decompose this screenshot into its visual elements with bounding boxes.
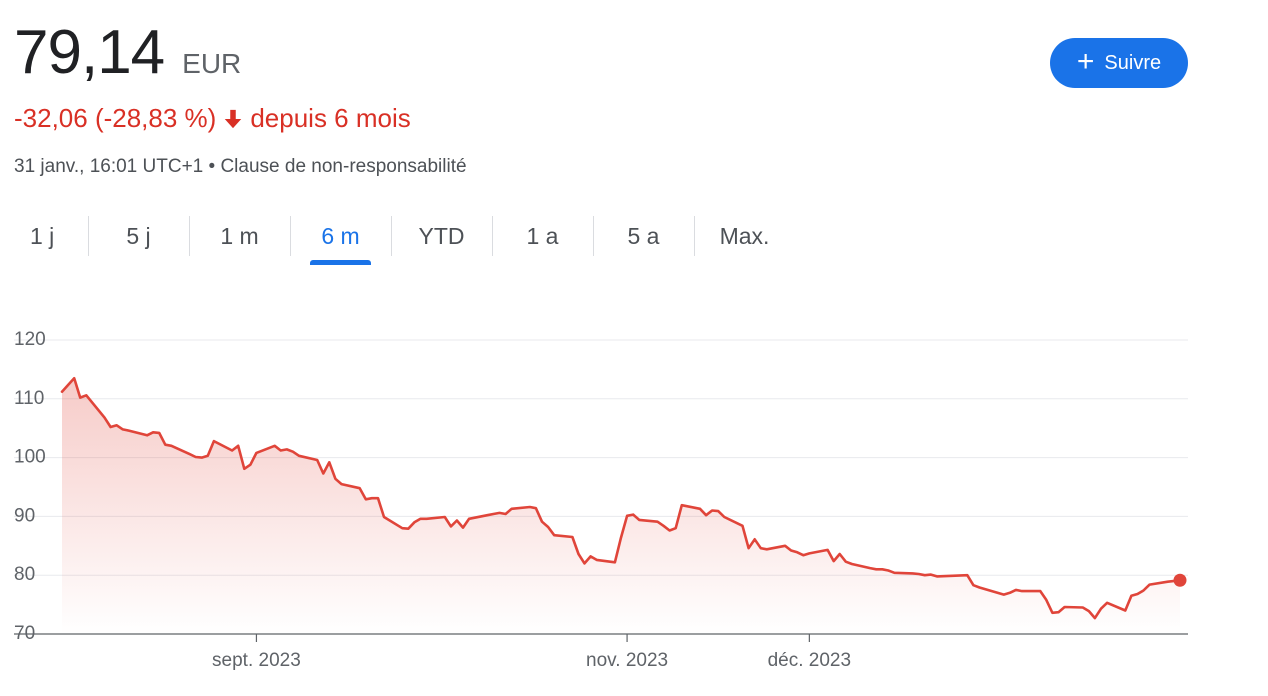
y-tick-label: 80 (14, 564, 35, 585)
tab-5-a[interactable]: 5 a (593, 214, 694, 258)
currency-label: EUR (182, 48, 242, 79)
tab-1-m[interactable]: 1 m (189, 214, 290, 258)
tab-5-j[interactable]: 5 j (88, 214, 189, 258)
disclaimer-link[interactable]: Clause de non-responsabilité (220, 156, 467, 177)
x-tick-label: déc. 2023 (768, 650, 851, 671)
y-tick-label: 110 (14, 388, 44, 409)
change-value: -32,06 (-28,83 %) (14, 103, 217, 133)
price-area (62, 378, 1180, 634)
price-chart: 120 110 100 90 80 70 sept. 2023 nov. 2023 déc. 2… (14, 329, 1188, 671)
meta-separator: • (208, 156, 216, 177)
tab-max[interactable]: Max. (694, 214, 795, 258)
current-price: 79,14 (14, 18, 165, 87)
y-tick-label: 100 (14, 447, 46, 468)
tab-1-a[interactable]: 1 a (492, 214, 593, 258)
price-header: 79,14 EUR (14, 22, 241, 84)
quote-meta: 31 janv., 16:01 UTC+1 • Clause de non-re… (14, 156, 467, 178)
x-tick-label: nov. 2023 (586, 650, 668, 671)
y-tick-label: 90 (14, 505, 35, 526)
tab-6-m[interactable]: 6 m (290, 214, 391, 265)
y-tick-label: 70 (14, 623, 35, 644)
price-change: -32,06 (-28,83 %) depuis 6 mois (14, 103, 411, 134)
tab-1-j[interactable]: 1 j (30, 222, 55, 249)
follow-button[interactable]: + Suivre (1050, 38, 1188, 88)
change-period: depuis 6 mois (250, 103, 411, 133)
arrow-down-icon (222, 108, 244, 130)
quote-timestamp: 31 janv., 16:01 UTC+1 (14, 156, 204, 177)
price-line (60, 376, 1182, 620)
last-price-dot (1173, 573, 1187, 587)
x-tick-label: sept. 2023 (212, 650, 301, 671)
follow-label: Suivre (1104, 51, 1162, 74)
plus-icon: + (1076, 44, 1095, 78)
y-tick-label: 120 (14, 329, 46, 350)
tab-ytd[interactable]: YTD (391, 214, 492, 258)
